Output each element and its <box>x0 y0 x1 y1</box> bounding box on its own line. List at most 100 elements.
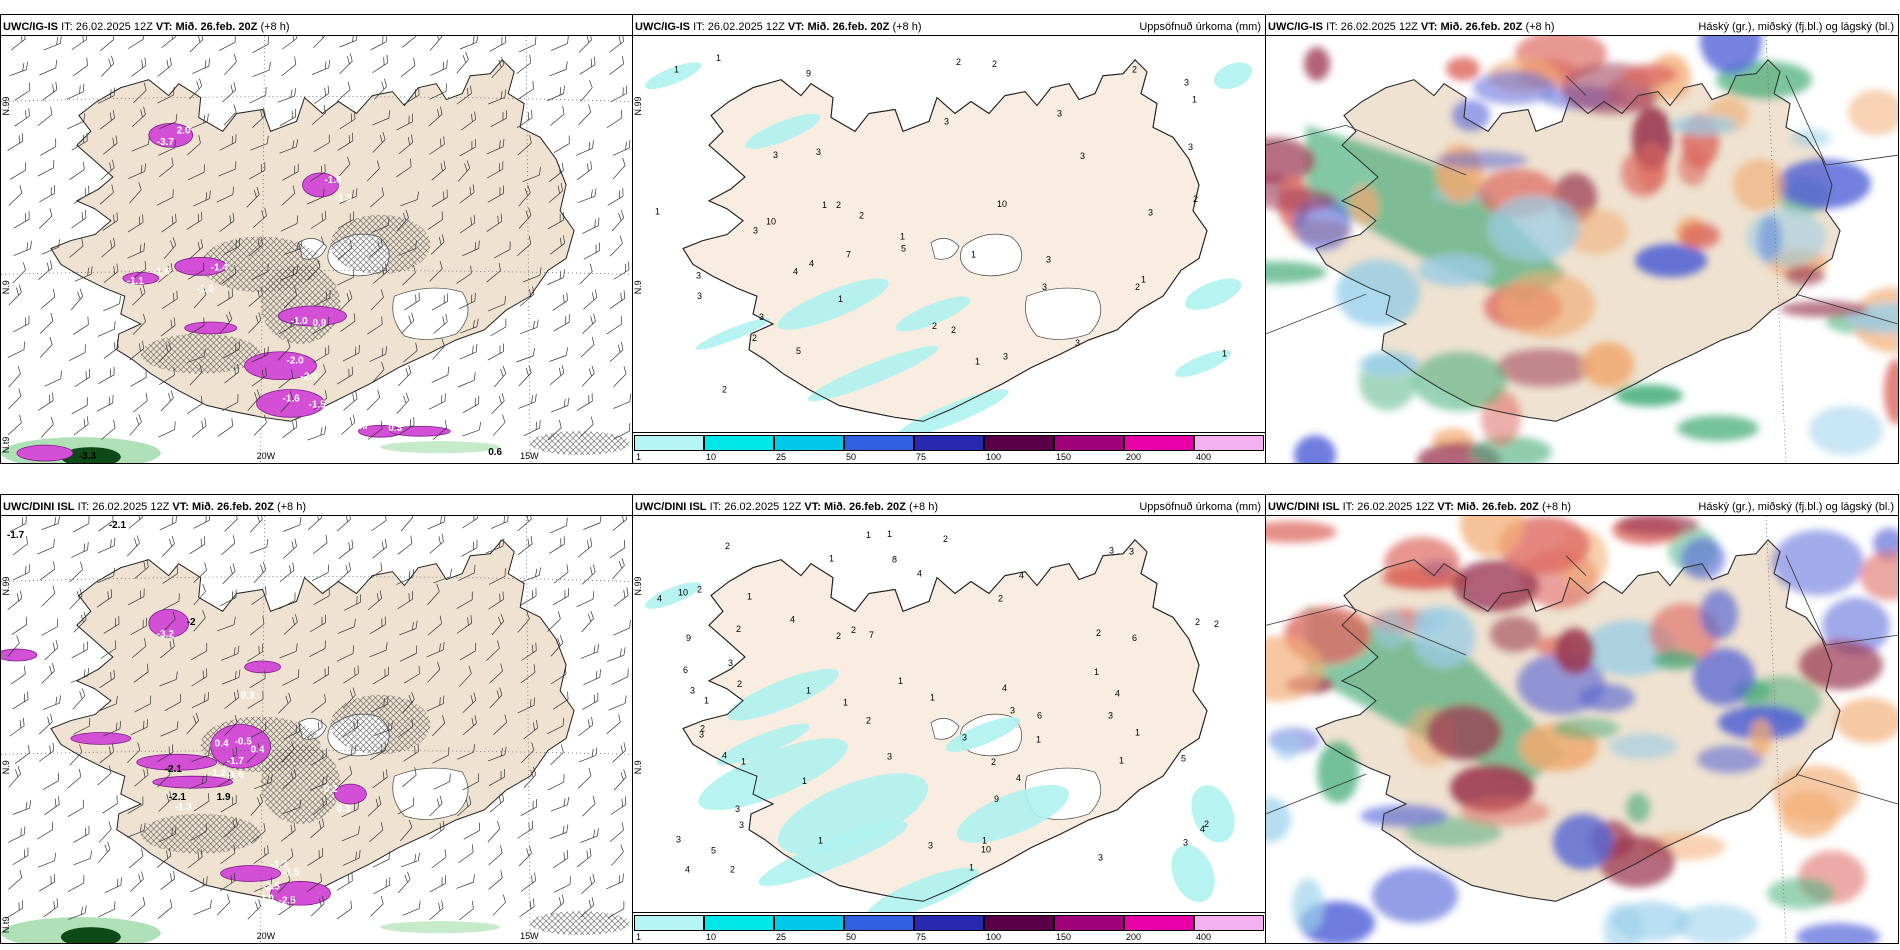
precip-value: 4 <box>917 569 922 579</box>
wind-barb <box>578 717 594 737</box>
lat-label: N.t9 <box>1 917 11 933</box>
wind-barb <box>402 264 416 286</box>
vt-label: VT: <box>155 21 173 33</box>
wind-barb <box>577 161 592 181</box>
wind-barb <box>578 36 592 53</box>
wind-barb <box>219 134 237 151</box>
temperature-label: -1.0 <box>291 316 309 327</box>
wind-barb <box>282 418 298 438</box>
precip-value: 2 <box>836 200 841 210</box>
wind-barb <box>67 799 84 817</box>
wind-barb <box>44 796 60 815</box>
wind-barb <box>549 347 569 362</box>
wind-barb <box>159 516 177 531</box>
wind-barb <box>73 416 89 436</box>
map-area[interactable]: -2.1 -1.7 -2 -3.2 0.3 0.4 -0.5 0.4 -1.7 -2.1 -1.2-… <box>1 515 632 943</box>
precip-value: 4 <box>1115 689 1120 699</box>
colorbar-swatch <box>704 435 774 451</box>
wind-barb <box>41 516 60 531</box>
wind-barb <box>224 689 239 709</box>
colorbar-tick: 50 <box>846 932 857 942</box>
wind-barb <box>12 262 26 284</box>
precip-value: 3 <box>690 686 695 696</box>
wind-barb <box>69 161 85 180</box>
wind-barb <box>581 365 595 387</box>
map-area[interactable]: 10 1 3 4 3 5 3 10 3 1 2 2 9 3 2 2 2 2 1 1 4 3 3 3 3 3 3 3 2 1 1 2 3 3 3 3 2 2… <box>633 35 1265 463</box>
wind-barb <box>520 799 538 816</box>
wind-barb <box>44 639 59 661</box>
wind-barb <box>583 669 601 686</box>
wind-barb <box>67 113 85 130</box>
wind-barb <box>8 284 22 306</box>
wind-barb <box>486 161 504 179</box>
wind-barb <box>7 590 23 611</box>
wind-barb <box>456 874 475 889</box>
precip-area <box>807 346 939 402</box>
wind-barb <box>373 877 391 894</box>
map-area[interactable]: 2.0 -3.7 -1.6 -1.3 -1.4 -1.1 -1.6 -1.0 -1.0 0.9 -2… <box>1 35 632 463</box>
wind-barb <box>193 610 206 632</box>
wind-barb <box>547 774 565 791</box>
wind-barb <box>459 36 479 50</box>
wind-barb <box>367 316 383 335</box>
wind-barb <box>612 157 626 180</box>
wind-barb <box>462 715 477 736</box>
model-name: UWC/DINI ISL <box>635 501 707 513</box>
colorbar-swatch <box>984 915 1054 931</box>
wind-barb <box>72 516 90 533</box>
wind-barb <box>66 768 82 789</box>
wind-barb <box>8 869 23 890</box>
wind-barb <box>307 848 324 866</box>
wind-barb <box>609 36 624 53</box>
panel-precip-dini: UWC/DINI ISL IT: 26.02.2025 12Z VT: Mið.… <box>632 494 1266 944</box>
colorbar-swatch <box>634 915 704 931</box>
wind-barb <box>462 516 478 529</box>
wind-barb <box>10 36 26 51</box>
wind-barb <box>40 138 57 156</box>
wind-barb <box>371 217 390 233</box>
wind-barb <box>222 563 236 585</box>
valid-time: Mið. 26.feb. 20Z <box>1440 21 1523 33</box>
colorbar-tick: 100 <box>986 932 1002 942</box>
precip-value: 2 <box>932 321 937 331</box>
wind-barb <box>219 872 236 892</box>
it-label: IT: <box>709 501 722 513</box>
precip-value: 10 <box>981 845 991 855</box>
wind-barb <box>193 899 212 916</box>
lead-time: (+8 h) <box>908 501 938 513</box>
wind-barb <box>547 85 565 102</box>
map-area[interactable] <box>1266 515 1898 943</box>
wind-barb <box>369 642 388 658</box>
wind-barb <box>158 263 173 283</box>
wind-barb <box>103 720 122 737</box>
wind-barb <box>612 516 628 531</box>
wind-barb <box>401 312 415 334</box>
wind-barb <box>74 369 91 388</box>
wind-barb <box>399 645 418 662</box>
temperature-shade <box>380 921 501 934</box>
map-area[interactable] <box>1266 35 1898 463</box>
precip-area <box>645 582 701 609</box>
wind-barb <box>100 36 115 52</box>
wind-barb <box>129 182 142 204</box>
wind-barb <box>313 364 327 386</box>
temperature-label: -2.0 <box>287 356 305 367</box>
valid-time: Mið. 26.feb. 20Z <box>175 21 258 33</box>
wind-barb <box>342 344 360 362</box>
wind-barb <box>159 113 178 129</box>
precip-area <box>897 389 1009 438</box>
wind-barb <box>283 723 301 740</box>
wind-barb <box>404 292 420 311</box>
precip-value: 4 <box>685 865 690 875</box>
wind-barb <box>97 537 116 554</box>
precip-value: 3 <box>739 820 744 830</box>
map-area[interactable]: 6 2 4 2 4 10 10 1 2 9 2 3 1 4 1 3 2 4 3 1 2 9 5 3 1 3 8 6 4 2 1 7 6 3 5 4 2 2… <box>633 515 1265 943</box>
wind-barb <box>221 645 240 661</box>
wind-barb <box>38 185 56 203</box>
wind-barb <box>8 366 21 388</box>
wind-barb <box>370 289 384 311</box>
wind-barb <box>369 616 386 635</box>
wind-barb <box>189 239 204 260</box>
wind-barb <box>221 265 237 285</box>
wind-barb <box>611 844 624 866</box>
